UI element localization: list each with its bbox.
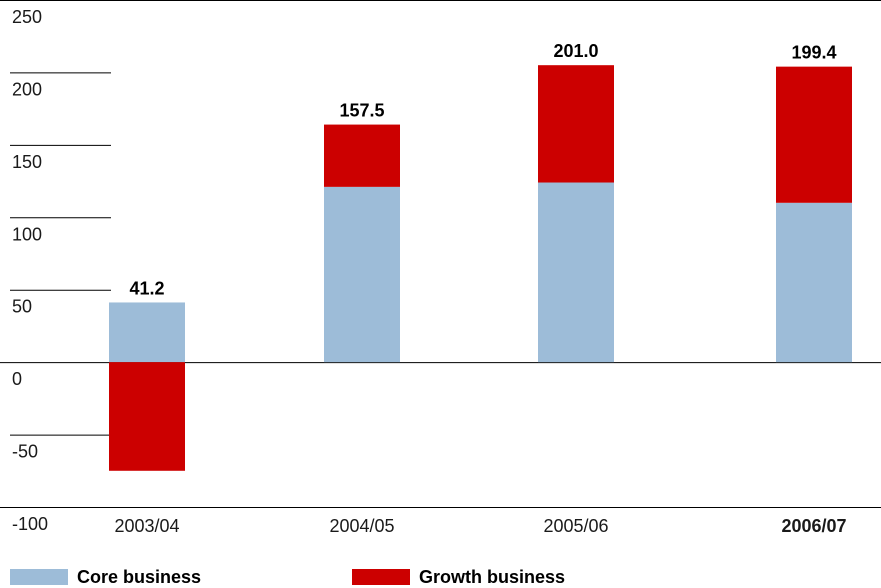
bar-segment — [538, 65, 614, 183]
legend-swatch — [352, 569, 410, 585]
y-tick-label: 250 — [12, 7, 42, 27]
category-label: 2004/05 — [329, 516, 394, 536]
y-tick-label: 0 — [12, 369, 22, 389]
total-labels: 41.2 157.5 201.0 199.4 — [129, 41, 836, 298]
bar-segment — [324, 124, 400, 187]
bar-segment — [776, 66, 852, 203]
y-axis-ticks: 250 200 150 100 50 0 -50 -100 — [12, 7, 48, 534]
total-label: 41.2 — [129, 278, 164, 298]
y-tick-label: -100 — [12, 514, 48, 534]
legend-label: Core business — [77, 567, 201, 587]
y-tick-label: 150 — [12, 152, 42, 172]
bar-segment — [109, 362, 185, 471]
y-tick-label: 100 — [12, 224, 42, 244]
bar-segment — [109, 302, 185, 363]
category-label: 2006/07 — [781, 516, 846, 536]
category-label: 2003/04 — [114, 516, 179, 536]
y-tick-label: -50 — [12, 442, 38, 462]
y-tick-label: 50 — [12, 297, 32, 317]
y-tick-label: 200 — [12, 79, 42, 99]
legend: Core business Growth business — [10, 567, 565, 587]
bar-segment — [324, 186, 400, 363]
total-label: 157.5 — [339, 101, 384, 121]
legend-swatch — [10, 569, 68, 585]
total-label: 201.0 — [553, 41, 598, 61]
bar-segment — [538, 182, 614, 363]
category-label: 2005/06 — [543, 516, 608, 536]
legend-label: Growth business — [419, 567, 565, 587]
x-axis-categories: 2003/04 2004/05 2005/06 2006/07 — [114, 516, 846, 536]
bars — [109, 65, 852, 471]
bar-segment — [776, 202, 852, 363]
total-label: 199.4 — [791, 43, 836, 63]
